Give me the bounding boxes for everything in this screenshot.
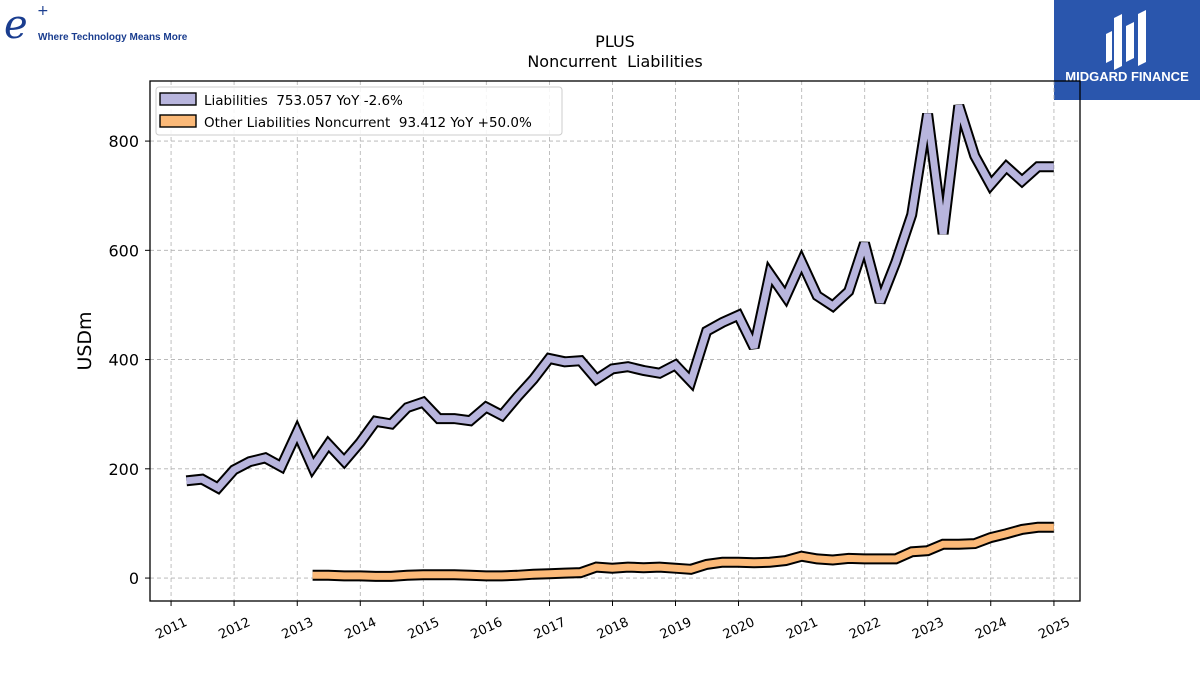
right-logo-text: MIDGARD FINANCE	[1065, 69, 1189, 84]
y-tick-label: 800	[108, 132, 139, 151]
grid	[150, 81, 1080, 601]
x-tick-label: 2015	[406, 615, 442, 643]
chart-subtitle: Noncurrent Liabilities	[527, 52, 702, 71]
x-tick-label: 2014	[343, 615, 379, 643]
left-logo: e + Where Technology Means More	[0, 0, 200, 50]
x-tick-label: 2022	[847, 615, 883, 643]
y-axis-label: USDm	[74, 311, 96, 370]
x-tick-label: 2020	[721, 615, 757, 643]
x-tick-label: 2019	[658, 615, 694, 643]
x-tick-label: 2025	[1036, 615, 1072, 643]
legend-swatch-liabilities	[159, 92, 197, 106]
legend: Liabilities 753.057 YoY -2.6% Other Liab…	[155, 86, 563, 136]
right-logo: MIDGARD FINANCE	[1054, 0, 1200, 100]
x-tick-label: 2016	[469, 615, 505, 643]
midgard-emblem-icon	[1106, 10, 1146, 70]
x-tick-label: 2024	[973, 615, 1009, 643]
x-tick-label: 2023	[910, 615, 946, 643]
x-tick-label: 2011	[153, 615, 189, 643]
legend-label-liabilities: Liabilities 753.057 YoY -2.6%	[204, 93, 403, 109]
legend-label-other-liabilities: Other Liabilities Noncurrent 93.412 YoY …	[204, 115, 532, 131]
x-tick-label: 2012	[216, 615, 252, 643]
series-outline-0	[185, 103, 1054, 495]
legend-box	[155, 86, 563, 136]
y-tick-label: 0	[129, 569, 139, 588]
series-line-1	[312, 523, 1054, 580]
plot-frame	[149, 80, 1081, 602]
chart-title: PLUS	[595, 32, 635, 51]
y-tick-label: 600	[108, 241, 139, 260]
x-tick-label: 2021	[784, 615, 820, 643]
series-line-0	[186, 104, 1054, 493]
y-axis: 0 200 400 600 800	[108, 132, 150, 588]
x-tick-label: 2013	[280, 615, 316, 643]
left-logo-plus: +	[37, 3, 49, 19]
x-tick-label: 2018	[595, 615, 631, 643]
x-tick-label: 2017	[532, 615, 568, 643]
left-logo-letter: e	[4, 2, 28, 48]
x-axis: 2011 2012 2013 2014 2015 2016 2017 2018 2019 2020…	[153, 601, 1073, 643]
legend-swatch-other-liabilities	[159, 114, 197, 128]
y-tick-label: 400	[108, 351, 139, 370]
series-lines	[185, 103, 1054, 582]
left-logo-tagline: Where Technology Means More	[38, 32, 188, 43]
y-tick-label: 200	[108, 460, 139, 479]
